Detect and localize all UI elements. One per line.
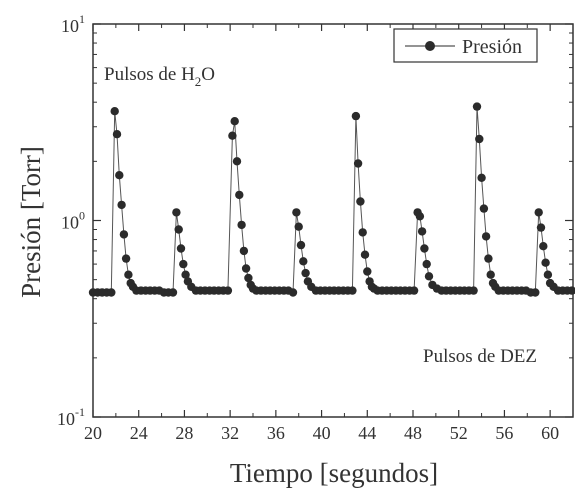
- data-point: [239, 246, 249, 256]
- x-tick-label: 24: [130, 423, 148, 443]
- data-point: [409, 286, 419, 295]
- y-tick-label-base: 10: [61, 213, 79, 233]
- data-point: [531, 288, 540, 297]
- data-point: [356, 197, 365, 206]
- annotation-dez: Pulsos de DEZ: [423, 346, 537, 367]
- data-point: [294, 222, 303, 231]
- data-point: [176, 244, 186, 253]
- data-point: [288, 288, 298, 297]
- series-layer: [88, 102, 575, 297]
- data-point: [567, 286, 575, 295]
- annotation-h2o: Pulsos de H2O: [104, 64, 215, 89]
- data-point: [232, 157, 242, 166]
- data-point: [420, 244, 429, 253]
- x-tick-label: 56: [495, 423, 513, 443]
- x-tick-label: 20: [84, 423, 102, 443]
- data-point: [534, 208, 543, 217]
- data-point: [477, 173, 486, 182]
- data-point: [299, 257, 308, 266]
- data-point: [244, 273, 253, 283]
- x-tick-label: 36: [267, 423, 285, 443]
- data-point: [484, 254, 493, 263]
- data-point: [228, 131, 237, 140]
- data-point: [107, 288, 116, 297]
- data-point: [481, 232, 491, 241]
- y-tick-label-exponent: -1: [75, 405, 85, 419]
- y-tick-label-exponent: 1: [79, 12, 85, 26]
- data-point: [360, 250, 370, 259]
- legend: Presión: [393, 28, 538, 63]
- data-point: [539, 242, 548, 251]
- legend-marker: [425, 41, 435, 51]
- x-tick-label: 28: [175, 423, 193, 443]
- data-point: [301, 268, 310, 278]
- data-point: [112, 130, 122, 139]
- data-point: [296, 240, 306, 250]
- y-tick-label-exponent: 0: [79, 209, 85, 223]
- data-point: [536, 223, 546, 232]
- data-point: [119, 230, 129, 239]
- data-point: [417, 227, 427, 236]
- annotation-h2o-text: Pulsos de H: [104, 64, 195, 85]
- data-point: [415, 212, 425, 221]
- y-tick-label-base: 10: [61, 16, 79, 36]
- data-point: [181, 270, 190, 279]
- y-axis-label: Presión [Torr]: [16, 146, 46, 298]
- data-point: [424, 272, 434, 281]
- data-point: [237, 220, 246, 230]
- data-point: [115, 171, 124, 180]
- x-tick-label: 52: [450, 423, 468, 443]
- data-point: [486, 270, 495, 279]
- data-point: [543, 270, 553, 279]
- data-point: [469, 286, 478, 295]
- data-point: [472, 102, 482, 111]
- data-point: [174, 225, 183, 234]
- annotation-h2o-sub: 2: [195, 74, 202, 89]
- data-point: [422, 259, 431, 269]
- x-tick-label: 40: [313, 423, 331, 443]
- data-point: [223, 286, 233, 295]
- data-point: [172, 208, 181, 217]
- data-point: [351, 111, 361, 121]
- series-line: [93, 106, 572, 294]
- x-tick-label: 44: [358, 423, 376, 443]
- data-point: [168, 288, 178, 297]
- x-tick-label: 60: [541, 423, 559, 443]
- data-point: [179, 259, 188, 269]
- data-point: [292, 208, 301, 217]
- data-point: [348, 286, 357, 295]
- data-point: [235, 190, 244, 200]
- data-point: [363, 267, 372, 276]
- x-axis-label: Tiempo [segundos]: [230, 458, 438, 488]
- y-tick-label: 100: [61, 209, 85, 233]
- data-point: [475, 134, 484, 144]
- data-point: [241, 264, 251, 273]
- y-tick-label: 10-1: [57, 405, 85, 429]
- y-tick-label: 101: [61, 12, 85, 36]
- y-tick-label-base: 10: [57, 409, 75, 429]
- data-point: [479, 204, 489, 213]
- data-point: [121, 254, 131, 263]
- legend-label: Presión: [462, 36, 522, 58]
- data-point: [358, 228, 367, 237]
- x-tick-label: 32: [221, 423, 239, 443]
- data-point: [353, 159, 363, 168]
- data-point: [117, 200, 126, 210]
- data-point: [230, 117, 239, 126]
- data-point: [124, 270, 133, 279]
- data-point: [541, 258, 550, 267]
- x-tick-label: 48: [404, 423, 422, 443]
- data-point: [110, 107, 119, 116]
- annotation-h2o-text2: O: [201, 64, 215, 85]
